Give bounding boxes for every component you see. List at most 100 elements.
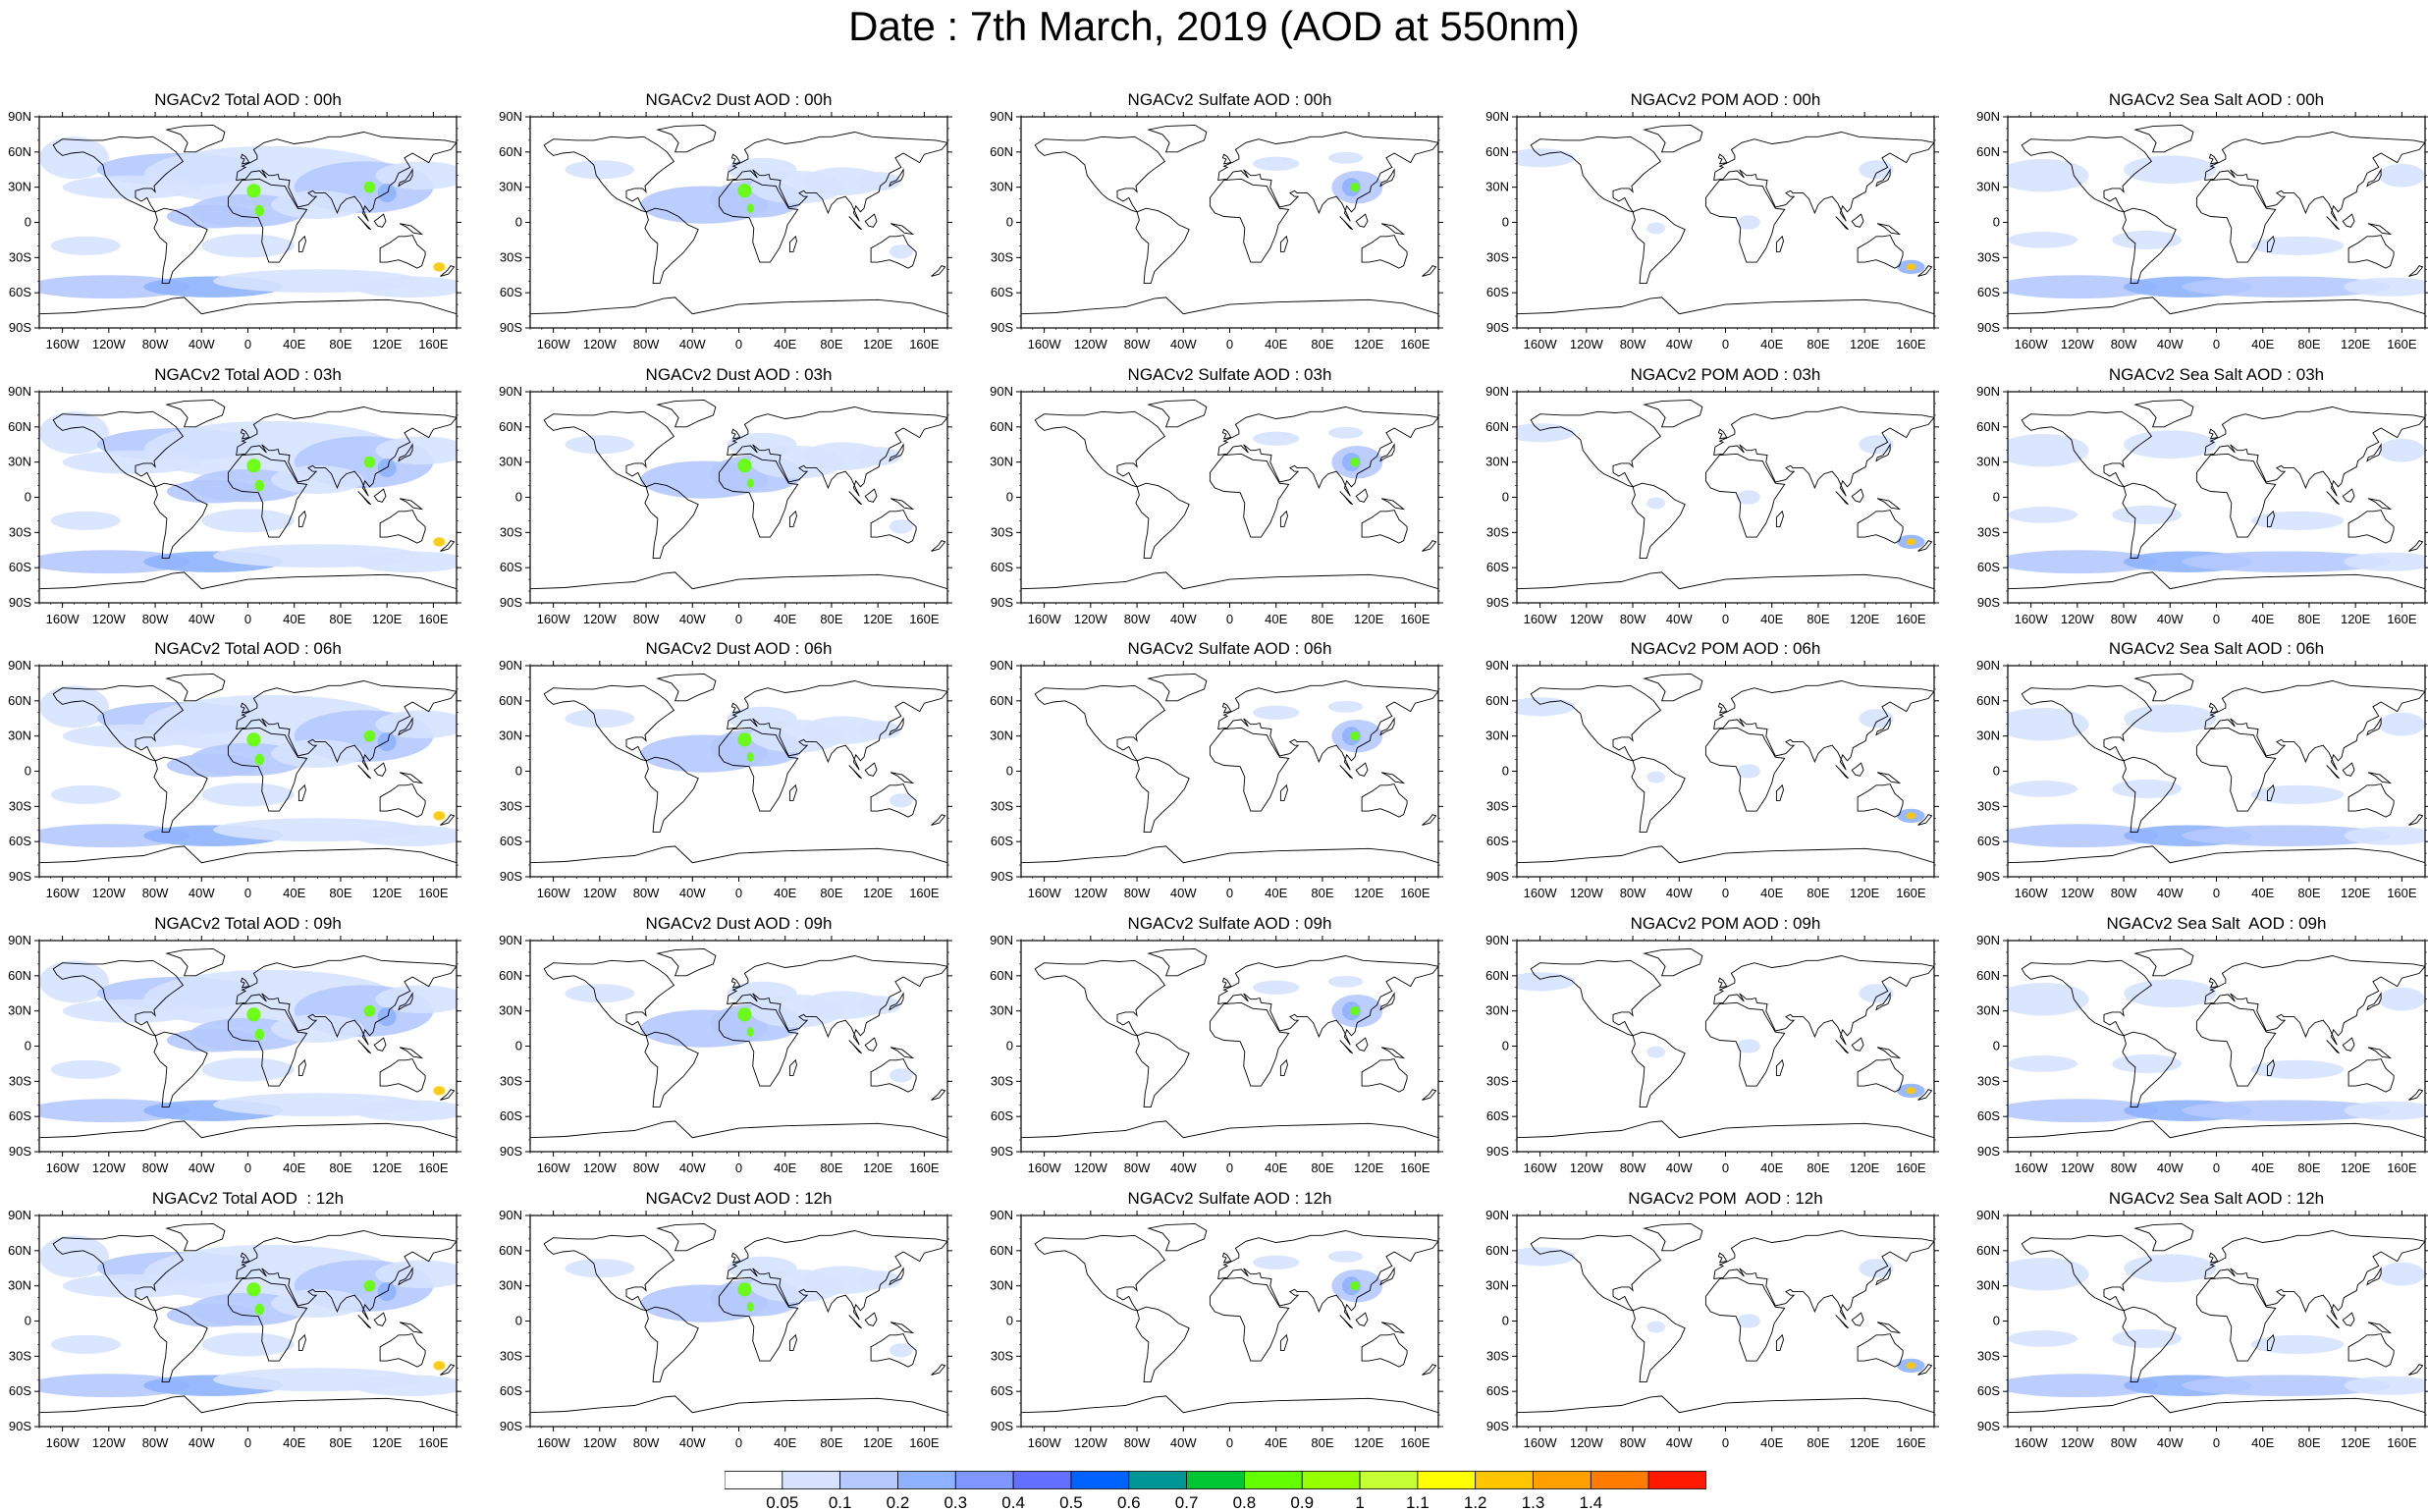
map-plot: 90N 60N 30N 0 30S 60S 90S 160W 120W 80W 40W 0 40E 80E… [8, 1208, 461, 1450]
lon-tick-label: 160E [1896, 337, 1926, 351]
lon-tick-label: 80W [2111, 886, 2137, 900]
lat-tick-label: 30S [1486, 798, 1509, 813]
colorbar-label: 0.8 [1233, 1493, 1257, 1512]
coastline-sumatra [2326, 491, 2340, 506]
aerosol-plume [889, 1343, 913, 1358]
coastline-madagascar [1775, 510, 1784, 527]
lat-tick-label: 90N [1976, 933, 2000, 947]
map-plot: 90N 60N 30N 0 30S 60S 90S 160W 120W 80W 40W 0 40E 80E… [990, 933, 1443, 1175]
coastline-sumatra [1835, 765, 1849, 780]
lon-tick-label: 40E [1760, 1161, 1783, 1175]
aerosol-plume [746, 1027, 754, 1037]
colorbar: 0.05 0.1 0.2 0.3 0.4 0.5 0.6 0.7 0.8 0.9 1 1.1 1.2 1.… [725, 1471, 1706, 1512]
aerosol-plume [1327, 975, 1364, 988]
coastline-madagascar [1279, 783, 1288, 801]
coastline-nguinea [1380, 1322, 1406, 1334]
lat-tick-label: 90S [1486, 869, 1509, 884]
aerosol-plume [39, 275, 190, 299]
coastline-borneo [373, 1037, 387, 1052]
coastline-samerica [153, 207, 208, 285]
coastline-uk [1717, 1252, 1728, 1264]
lat-tick-label: 60S [991, 560, 1013, 574]
aerosol-plume [746, 478, 754, 488]
aerosol-plume [1646, 1046, 1666, 1058]
lat-tick-label: 90N [990, 109, 1013, 124]
coastline-madagascar [1775, 235, 1784, 252]
map-plot: 90N 60N 30N 0 30S 60S 90S 160W 120W 80W 40W 0 40E 80E… [1485, 109, 1939, 351]
aerosol-plume [565, 1259, 635, 1278]
aerosol-plume [1646, 222, 1666, 235]
coastline-australia [1361, 1333, 1408, 1368]
lon-tick-label: 40W [189, 1161, 215, 1175]
coastline-sumatra [1835, 216, 1849, 231]
coastline-africa [718, 178, 799, 263]
lat-tick-label: 30S [9, 798, 31, 813]
lon-tick-label: 120W [1570, 886, 1604, 900]
coastline-africa [1704, 1276, 1786, 1362]
coastline-nz [1917, 540, 1933, 552]
aerosol-plume [271, 190, 364, 219]
lon-tick-label: 40W [189, 337, 215, 351]
coastline-uk [1717, 702, 1728, 714]
lon-tick-label: 120E [1850, 337, 1880, 351]
coastline-samerica [1631, 1306, 1686, 1383]
coastline-uk [1221, 702, 1232, 714]
aerosol-plume [889, 793, 913, 808]
coastline-samerica [153, 1306, 208, 1383]
colorbar-swatch [1244, 1471, 1303, 1489]
lon-tick-label: 160E [909, 1161, 940, 1175]
lon-tick-label: 160W [1524, 886, 1558, 900]
coastline-australia [1857, 510, 1904, 544]
lon-tick-label: 160E [1896, 886, 1926, 900]
lat-tick-label: 0 [515, 764, 522, 779]
coastline-uk [240, 977, 250, 989]
lat-tick-label: 0 [25, 490, 31, 505]
lon-tick-label: 0 [2213, 1161, 2220, 1175]
lat-tick-label: 90N [8, 384, 31, 399]
lat-tick-label: 30S [9, 524, 31, 539]
lon-tick-label: 160E [2387, 1161, 2417, 1175]
lon-tick-label: 40E [774, 886, 796, 900]
lat-tick-label: 60N [990, 693, 1013, 708]
lat-tick-label: 90N [990, 658, 1013, 673]
aerosol-plume [2344, 552, 2425, 571]
aerosol-plume [363, 1279, 376, 1292]
map-plot: 90N 60N 30N 0 30S 60S 90S 160W 120W 80W 40W 0 40E 80E… [990, 1208, 1443, 1450]
lat-tick-label: 30N [1976, 180, 2000, 194]
coastline-antarctica [1517, 297, 1934, 328]
aerosol-plume [1350, 182, 1360, 192]
lat-tick-label: 60N [1976, 144, 2000, 159]
coastline-madagascar [788, 1333, 797, 1351]
lon-tick-label: 80W [1620, 1435, 1646, 1450]
aerosol-plume [1859, 984, 1894, 1003]
coastline-greenland [165, 399, 226, 428]
coastline-greenland [1147, 1222, 1208, 1252]
lon-tick-label: 160E [2387, 886, 2417, 900]
coastline-namerica [52, 684, 185, 762]
lon-tick-label: 0 [2213, 337, 2220, 351]
colorbar-swatch [1475, 1471, 1534, 1489]
lon-tick-label: 160E [909, 612, 940, 626]
coastline-japan [889, 992, 904, 1011]
coastline-nguinea [2367, 1322, 2393, 1334]
lon-tick-label: 40E [1760, 612, 1783, 626]
lat-tick-label: 90N [1485, 1208, 1509, 1222]
coastline-eurasia [2204, 406, 2425, 497]
coastline-madagascar [2266, 1333, 2275, 1351]
coastline-nguinea [399, 498, 424, 511]
lon-tick-label: 120E [372, 337, 403, 351]
map-panel-dust-09h: 90N 60N 30N 0 30S 60S 90S 160W 120W 80W 40W 0 40E 80E… [491, 914, 982, 1189]
coastline-antarctica [1517, 845, 1934, 877]
aerosol-plume [363, 1004, 376, 1017]
coastline-borneo [864, 1037, 878, 1052]
lat-tick-label: 90S [9, 320, 31, 335]
coastline-australia [1857, 1333, 1904, 1368]
map-panel-sulfate-06h: 90N 60N 30N 0 30S 60S 90S 160W 120W 80W 40W 0 40E 80E… [982, 639, 1473, 914]
lat-tick-label: 90N [1976, 384, 2000, 399]
coastline-borneo [373, 762, 387, 777]
colorbar-swatch [954, 1471, 1014, 1489]
lon-tick-label: 40E [774, 337, 796, 351]
lon-tick-label: 80E [1807, 612, 1829, 626]
lon-tick-label: 80E [1807, 337, 1829, 351]
lon-tick-label: 40E [1265, 612, 1287, 626]
